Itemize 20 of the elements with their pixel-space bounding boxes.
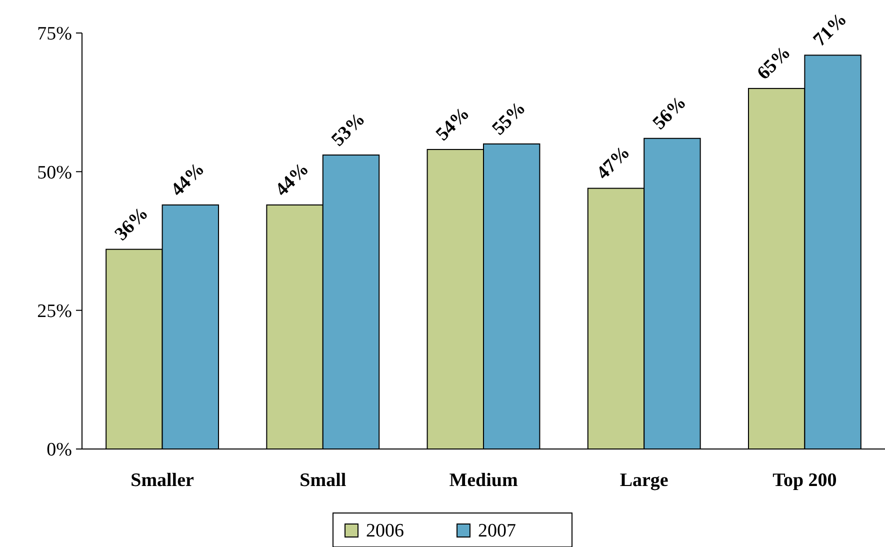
data-label: 53%: [328, 108, 370, 151]
legend-label: 2007: [478, 520, 516, 542]
data-label: 56%: [648, 92, 691, 134]
y-tick-label: 75%: [37, 24, 72, 45]
x-tick-label: Small: [300, 470, 346, 491]
data-label: 71%: [809, 9, 852, 51]
legend-label: 2006: [366, 520, 404, 542]
data-label: 44%: [167, 158, 209, 200]
data-label: 47%: [592, 142, 634, 184]
y-tick-label: 0%: [46, 440, 72, 461]
x-tick-label: Top 200: [772, 470, 837, 491]
x-tick-label: Smaller: [130, 470, 195, 491]
data-label: 36%: [110, 203, 153, 245]
data-label: 55%: [488, 98, 530, 140]
data-label: 44%: [271, 158, 314, 200]
x-tick-label: Medium: [449, 470, 518, 491]
x-tick-label: Large: [620, 470, 668, 491]
data-label: 65%: [753, 42, 795, 84]
y-tick-label: 50%: [37, 162, 72, 184]
y-tick-label: 25%: [37, 300, 72, 322]
